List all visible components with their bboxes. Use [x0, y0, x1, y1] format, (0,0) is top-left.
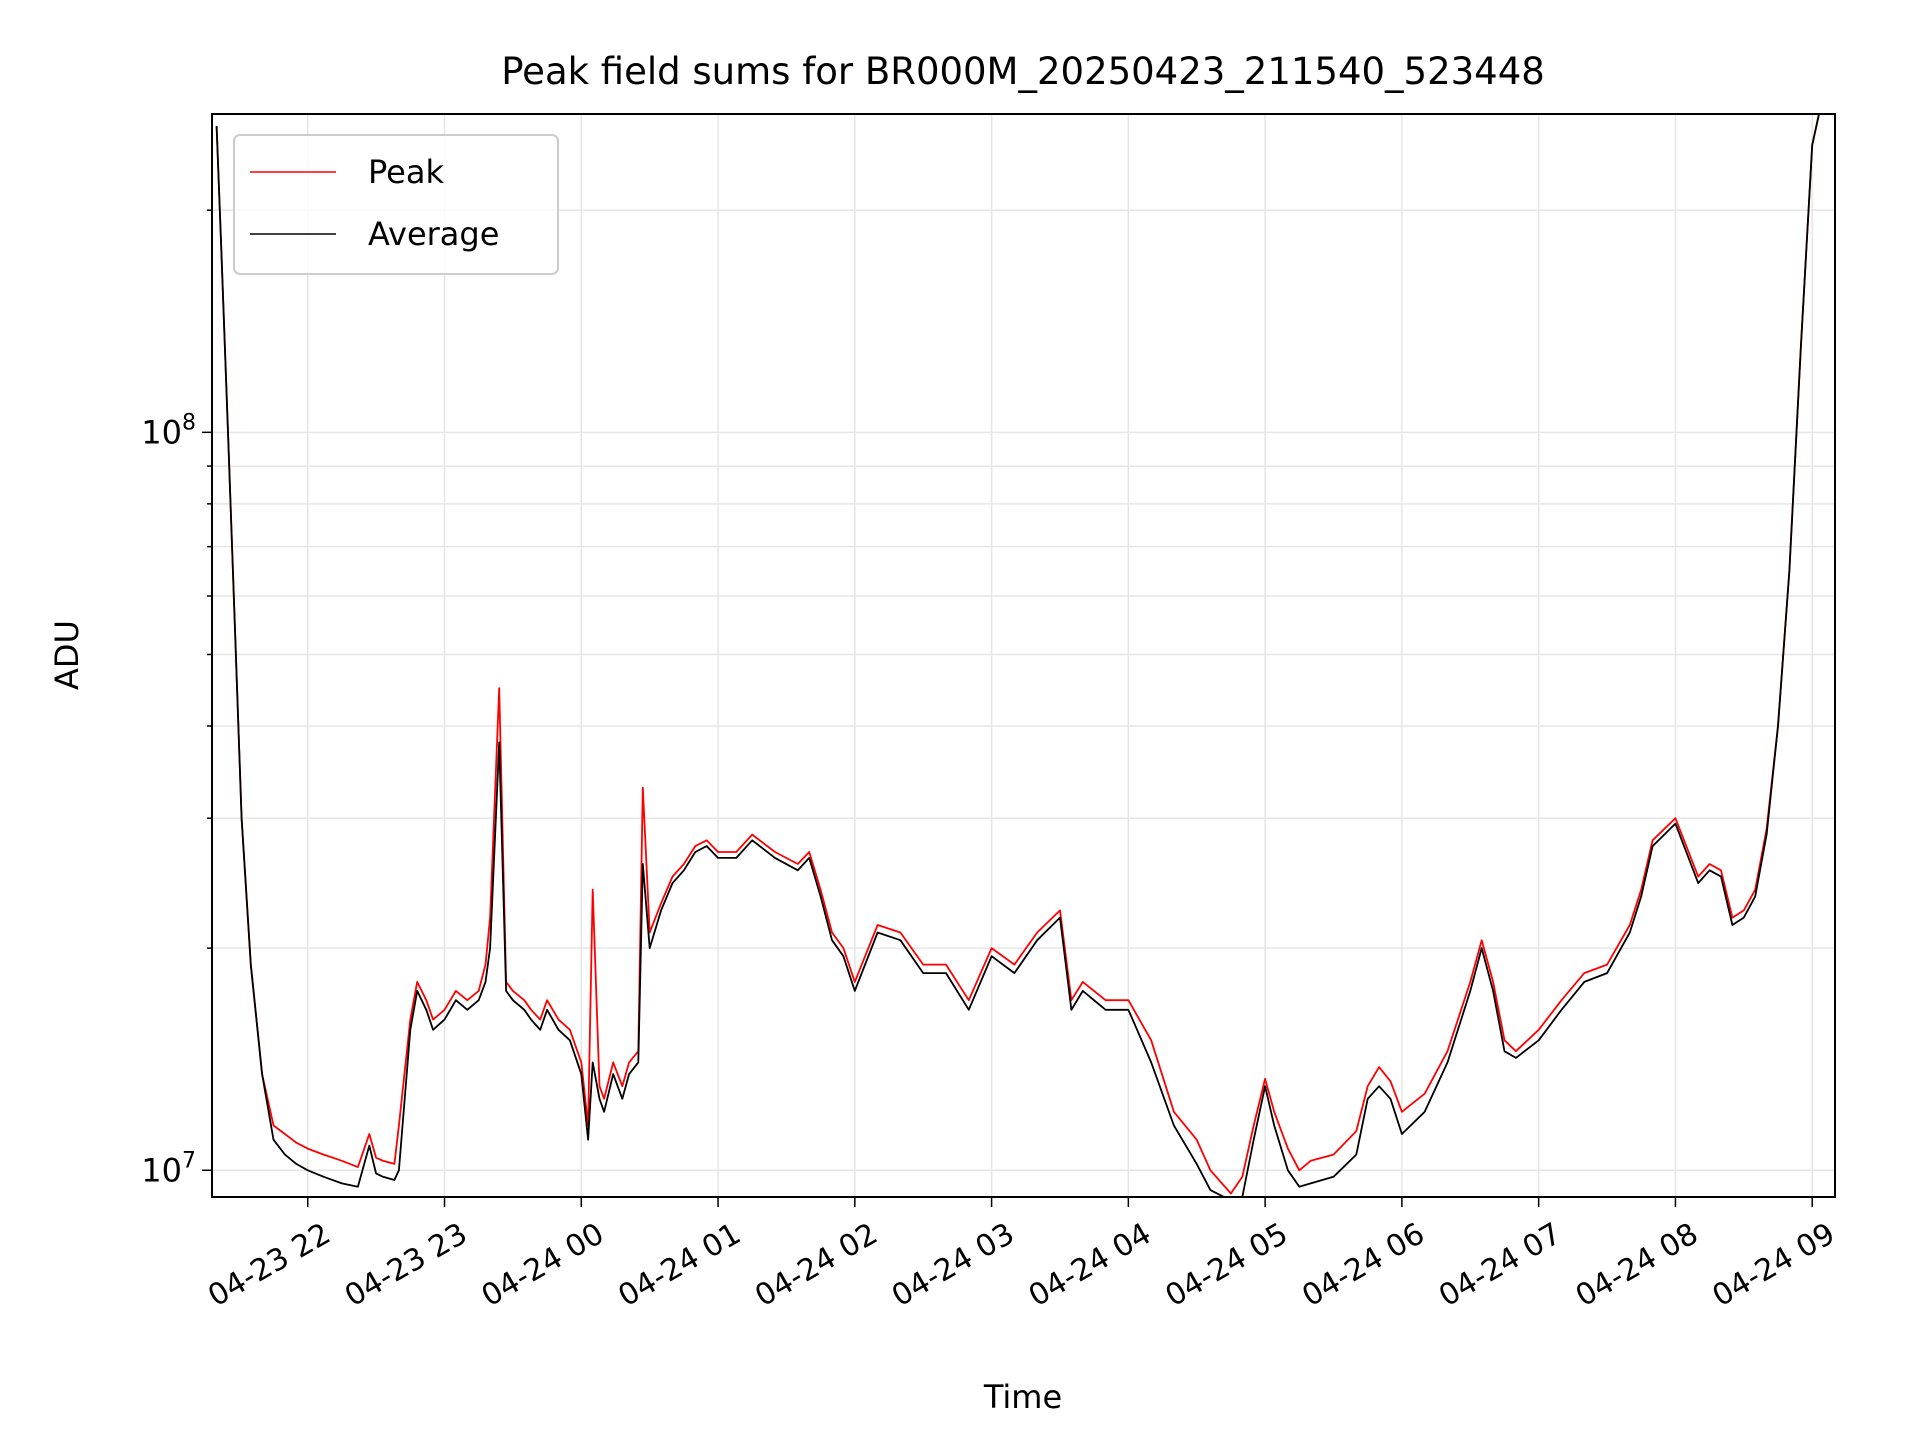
legend: Peak Average: [233, 134, 559, 275]
series-line-average: [215, 114, 1820, 1197]
legend-label-peak: Peak: [368, 153, 444, 191]
grid: [212, 114, 1835, 1197]
legend-box: [233, 134, 559, 275]
y-tick-label: 108: [141, 410, 196, 451]
series-line-peak: [215, 114, 1820, 1195]
axes-frame: [211, 113, 1836, 1198]
legend-label-average: Average: [368, 215, 499, 253]
y-tick-label: 107: [141, 1148, 196, 1189]
x-axis-label: Time: [983, 1378, 1062, 1416]
plot-area: [215, 114, 1820, 1197]
chart-title: Peak field sums for BR000M_20250423_2115…: [501, 50, 1545, 93]
y-axis-label: ADU: [48, 620, 86, 690]
y-axis: 107 108: [141, 209, 212, 1189]
